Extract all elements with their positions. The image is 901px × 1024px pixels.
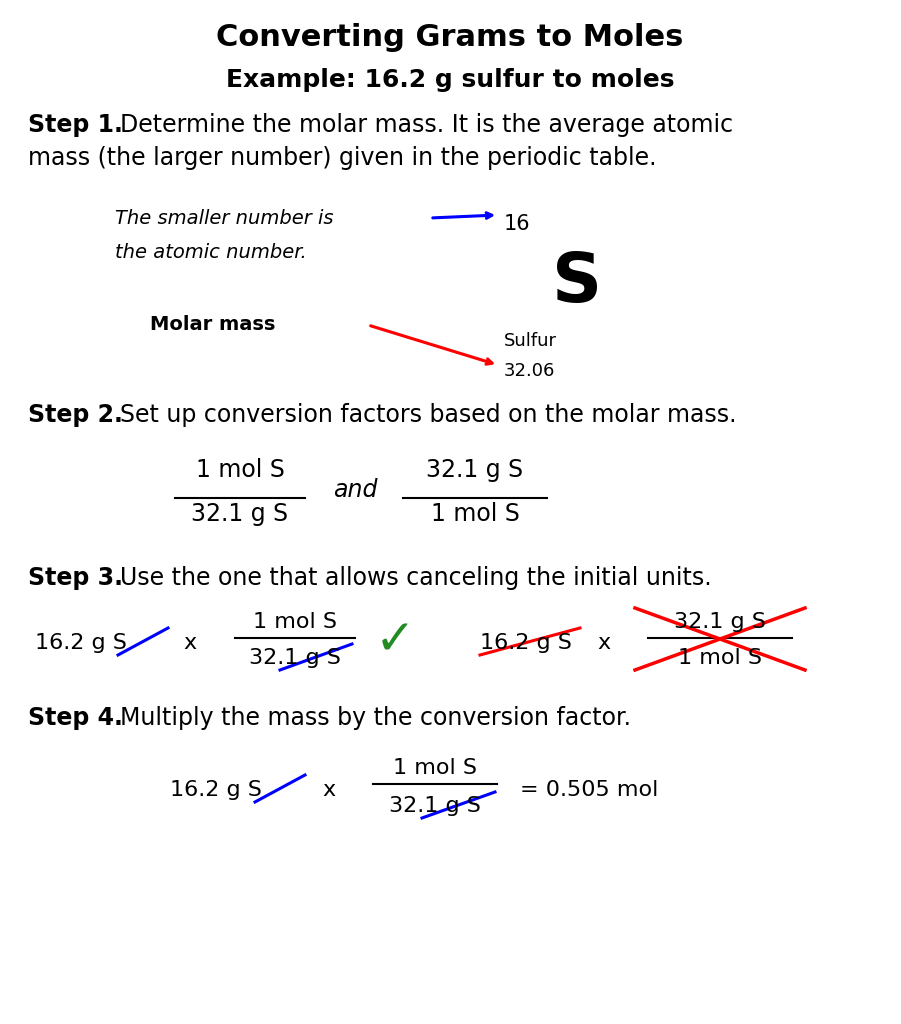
Text: 32.1 g S: 32.1 g S	[674, 612, 766, 632]
Text: 32.1 g S: 32.1 g S	[191, 502, 288, 526]
Text: 1 mol S: 1 mol S	[253, 612, 337, 632]
Text: Step 3.: Step 3.	[28, 566, 123, 590]
Text: 16.2 g S: 16.2 g S	[480, 633, 572, 653]
Text: the atomic number.: the atomic number.	[115, 243, 306, 261]
Text: = 0.505 mol: = 0.505 mol	[520, 780, 659, 800]
Text: The smaller number is: The smaller number is	[115, 209, 333, 227]
Text: Multiply the mass by the conversion factor.: Multiply the mass by the conversion fact…	[120, 706, 631, 730]
Text: 32.06: 32.06	[504, 361, 555, 380]
Text: 16: 16	[504, 214, 531, 234]
Text: 32.1 g S: 32.1 g S	[426, 458, 523, 482]
Text: 16.2 g S: 16.2 g S	[35, 633, 127, 653]
Text: x: x	[322, 780, 335, 800]
Text: Step 4.: Step 4.	[28, 706, 123, 730]
Text: ✓: ✓	[375, 616, 415, 664]
Text: Use the one that allows canceling the initial units.: Use the one that allows canceling the in…	[120, 566, 712, 590]
Text: Example: 16.2 g sulfur to moles: Example: 16.2 g sulfur to moles	[226, 68, 674, 92]
Text: Molar mass: Molar mass	[150, 315, 276, 335]
Text: 16.2 g S: 16.2 g S	[170, 780, 262, 800]
Text: Set up conversion factors based on the molar mass.: Set up conversion factors based on the m…	[120, 403, 736, 427]
Text: 1 mol S: 1 mol S	[678, 648, 762, 668]
Text: 1 mol S: 1 mol S	[196, 458, 285, 482]
Text: 1 mol S: 1 mol S	[393, 758, 477, 778]
Text: 32.1 g S: 32.1 g S	[389, 796, 481, 816]
Text: Determine the molar mass. It is the average atomic: Determine the molar mass. It is the aver…	[120, 113, 733, 137]
Text: Step 2.: Step 2.	[28, 403, 123, 427]
Text: mass (the larger number) given in the periodic table.: mass (the larger number) given in the pe…	[28, 146, 657, 170]
Text: Step 1.: Step 1.	[28, 113, 123, 137]
Text: Converting Grams to Moles: Converting Grams to Moles	[216, 24, 684, 52]
Text: 32.1 g S: 32.1 g S	[249, 648, 341, 668]
Text: x: x	[183, 633, 196, 653]
Text: x: x	[597, 633, 610, 653]
Text: and: and	[332, 478, 378, 502]
Text: 1 mol S: 1 mol S	[431, 502, 520, 526]
Text: Sulfur: Sulfur	[504, 332, 557, 350]
Text: S: S	[552, 249, 603, 316]
